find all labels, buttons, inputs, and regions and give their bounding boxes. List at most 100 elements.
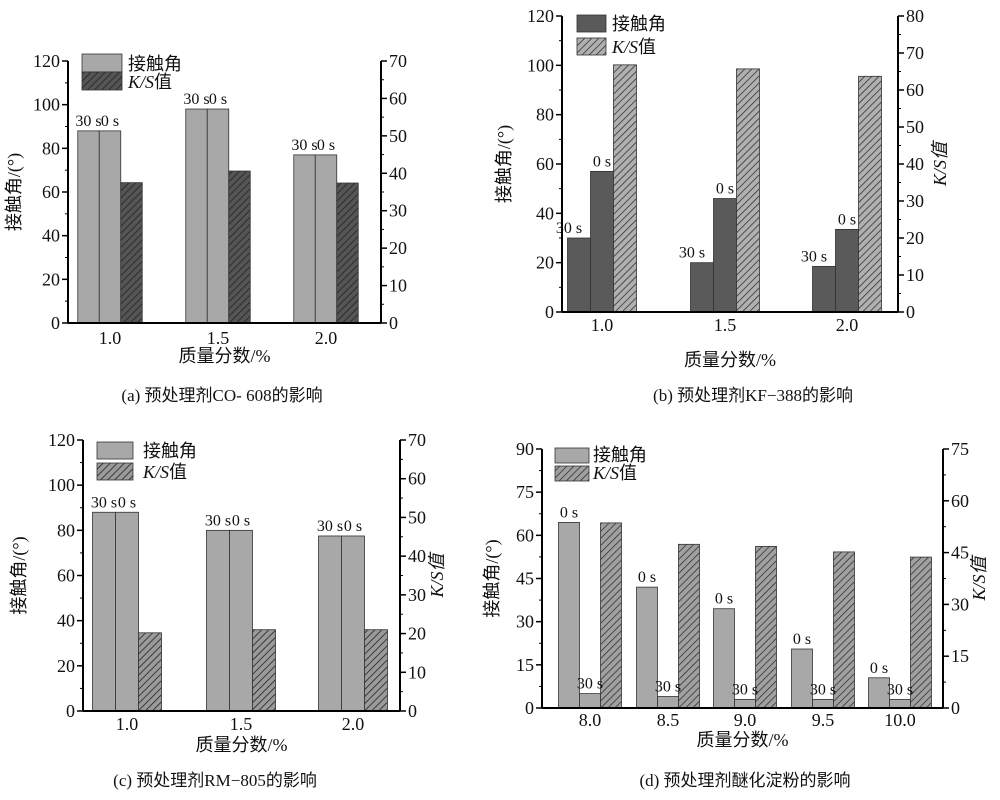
y-tick-label: 45 <box>516 569 534 589</box>
x-tick-label: 1.0 <box>591 315 614 335</box>
bar-ks <box>736 68 760 313</box>
y2-tick-label: 0 <box>408 701 417 721</box>
y-tick-label: 40 <box>536 203 554 223</box>
y-tick-label: 60 <box>57 566 75 586</box>
x-tick-label: 1.5 <box>230 714 253 734</box>
y2-tick-label: 20 <box>408 624 426 644</box>
legend-label: 接触角 <box>612 14 666 34</box>
bar-label: 30 s <box>801 248 827 265</box>
legend-swatch-contact-angle <box>96 441 134 460</box>
bar-ks <box>910 556 932 709</box>
y-tick-label: 60 <box>42 182 60 202</box>
bar-contact-angle <box>713 198 737 313</box>
y-tick-label: 20 <box>536 253 554 273</box>
y-tick-label: 75 <box>516 482 534 502</box>
legend-swatch-ks <box>96 462 134 481</box>
bar-contact-angle <box>115 511 139 712</box>
x-axis-label: 质量分数/% <box>697 730 789 750</box>
x-tick-label: 2.0 <box>836 315 859 335</box>
y-tick-label: 0 <box>545 302 554 322</box>
bar-contact-angle <box>567 237 591 313</box>
y-axis-label: 接触角/(°) <box>482 539 503 617</box>
bar-label: 0 s <box>101 113 119 130</box>
y2-tick-label: 10 <box>389 276 407 296</box>
bar-label: 30 s <box>205 512 231 529</box>
x-tick-label: 2.0 <box>315 328 338 348</box>
bar-label: 30 s <box>556 220 582 237</box>
x-tick-label: 9.0 <box>734 710 757 730</box>
legend-label: 接触角 <box>593 445 647 465</box>
bar-contact-angle <box>812 265 836 313</box>
y2-tick-label: 45 <box>951 543 969 563</box>
bar-label: 0 s <box>870 660 888 677</box>
bar-contact-angle <box>318 535 342 712</box>
x-axis-label: 质量分数/% <box>684 350 776 370</box>
bar-ks <box>252 629 276 712</box>
legend-swatch-contact-angle <box>554 447 590 464</box>
bar-contact-angle <box>92 511 116 712</box>
bar-label: 0 s <box>715 591 733 608</box>
y2-tick-label: 30 <box>389 201 407 221</box>
bar-contact-angle <box>206 108 230 324</box>
y2-axis-label: K/S值 <box>969 554 989 602</box>
y2-tick-label: 10 <box>906 265 924 285</box>
bar-contact-angle <box>341 535 365 712</box>
legend-swatch-ks <box>554 465 590 482</box>
y2-tick-label: 30 <box>408 585 426 605</box>
y2-tick-label: 70 <box>408 430 426 450</box>
bar-label: 0 s <box>593 153 611 170</box>
y-tick-label: 80 <box>42 138 60 158</box>
legend-swatch-contact-angle <box>81 53 123 73</box>
y-tick-label: 60 <box>536 154 554 174</box>
y2-tick-label: 50 <box>408 507 426 527</box>
bar-ks <box>364 629 388 712</box>
chart-panel-d: 0 s 30 s 0 s 30 s 0 s 30 s 0 s 30 s 0 s 30 s 0 15 30… <box>482 439 989 790</box>
y2-tick-label: 60 <box>389 88 407 108</box>
y-tick-label: 100 <box>48 475 75 495</box>
y2-tick-label: 30 <box>906 191 924 211</box>
y-tick-label: 20 <box>57 656 75 676</box>
y2-tick-label: 30 <box>951 594 969 614</box>
bar-label: 30 s <box>732 681 758 698</box>
y2-tick-label: 40 <box>408 546 426 566</box>
bar-label: 30 s <box>679 245 705 262</box>
y-tick-label: 120 <box>48 430 75 450</box>
bar-ks <box>678 543 700 709</box>
legend-label: K/S值 <box>592 463 637 483</box>
y2-tick-label: 70 <box>906 43 924 63</box>
y-tick-label: 100 <box>527 55 554 75</box>
bar-ks <box>833 551 855 709</box>
bar-contact-angle <box>791 648 813 709</box>
bar-label: 0 s <box>793 631 811 648</box>
bar-contact-angle <box>77 130 100 324</box>
x-axis-label: 质量分数/% <box>179 346 271 366</box>
x-axis-label: 质量分数/% <box>196 735 288 755</box>
panel-caption: (d) 预处理剂醚化淀粉的影响 <box>639 771 850 790</box>
y-tick-label: 20 <box>42 269 60 289</box>
y2-axis-label: K/S值 <box>930 139 950 187</box>
bar-label: 30 s <box>291 137 317 154</box>
panel-caption: (c) 预处理剂RM−805的影响 <box>113 771 317 790</box>
bar-contact-angle <box>734 698 756 709</box>
bar-ks <box>228 170 251 324</box>
chart-panel-b: 30 s 0 s 30 s 0 s 30 s 0 s 0 20 40 60 80 100 120 0 10 2… <box>494 6 950 405</box>
y-axis-label: 接触角/(°) <box>4 153 25 231</box>
y-axis-label: 接触角/(°) <box>494 125 515 203</box>
y-tick-label: 40 <box>42 226 60 246</box>
bar-label: 30 s <box>317 518 343 535</box>
y-tick-label: 0 <box>51 313 60 333</box>
bar-contact-angle <box>835 228 859 313</box>
bar-label: 30 s <box>887 681 913 698</box>
bar-label: 0 s <box>838 211 856 228</box>
x-tick-label: 1.5 <box>207 328 230 348</box>
legend-label: 接触角 <box>128 54 182 74</box>
panel-caption: (a) 预处理剂CO- 608的影响 <box>121 386 322 405</box>
bar-label: 30 s <box>91 494 117 511</box>
y2-tick-label: 60 <box>408 469 426 489</box>
y2-tick-label: 70 <box>389 51 407 71</box>
bar-label: 30 s <box>183 91 209 108</box>
legend-swatch-ks <box>576 37 607 56</box>
